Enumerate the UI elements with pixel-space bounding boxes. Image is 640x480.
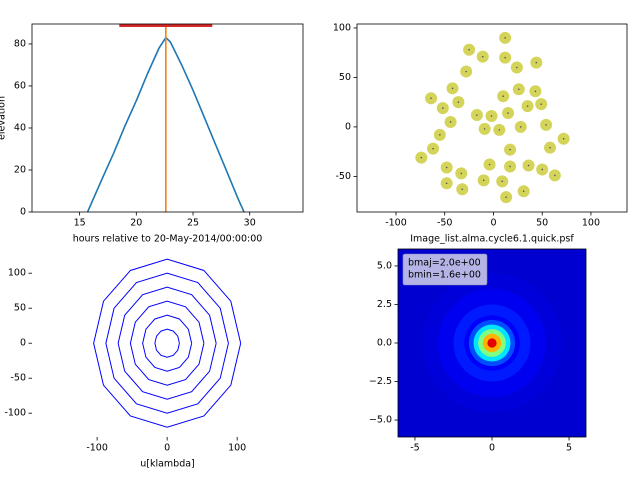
x-tick-label: 5 [566, 443, 572, 454]
marker-center [482, 179, 485, 182]
marker-center [483, 128, 486, 130]
marker-center [465, 70, 467, 73]
marker-center [509, 165, 511, 168]
line [93, 258, 242, 428]
y-tick-label: 100 [333, 22, 351, 33]
marker-center [441, 107, 444, 109]
marker-center [481, 55, 484, 58]
y-tick-label: −2.5 [369, 376, 392, 387]
marker-center [526, 105, 529, 107]
y-tick-label: −5.0 [369, 415, 392, 426]
annotation: bmin=1.6e+00 [408, 270, 481, 281]
marker-center [490, 115, 493, 117]
line [142, 314, 193, 372]
y-tick-label: -50 [335, 171, 351, 182]
marker-center [460, 172, 463, 175]
x-tick-label: 25 [187, 218, 199, 229]
plot-area [415, 31, 570, 204]
marker-center [432, 147, 434, 150]
x-tick-label: 50 [536, 218, 548, 229]
marker-center [504, 37, 506, 39]
y-axis-label: elevation [0, 96, 8, 140]
marker-center [541, 168, 543, 171]
x-axis-label: u[klambda] [140, 459, 195, 470]
x-tick-label: 100 [228, 443, 246, 454]
marker-center [534, 90, 537, 93]
line [154, 328, 180, 358]
marker-center [445, 166, 448, 169]
line [86, 36, 245, 212]
marker-center [498, 129, 501, 131]
marker-center [522, 190, 525, 193]
line [117, 286, 217, 400]
marker-center [518, 88, 520, 91]
y-tick-label: 20 [14, 164, 26, 175]
marker-center [540, 103, 543, 105]
marker-center [461, 188, 464, 191]
marker-center [562, 137, 565, 140]
marker-center [507, 112, 509, 114]
annotation-box [402, 253, 488, 286]
marker-center [457, 101, 460, 103]
marker-center [488, 163, 491, 166]
y-tick-label: 0 [345, 121, 351, 132]
x-axis-label: Image_list.alma.cycle6.1.quick.psf [410, 234, 574, 245]
y-tick-label: 80 [14, 38, 26, 49]
line [105, 272, 229, 414]
y-tick-label: 40 [14, 122, 26, 133]
x-tick-label: -5 [410, 443, 419, 454]
y-tick-label: 5.0 [377, 260, 392, 271]
x-tick-label: 0 [164, 443, 170, 454]
marker-center [504, 56, 506, 59]
marker-center [509, 148, 511, 151]
y-tick-label: 50 [339, 72, 351, 83]
y-tick-label: 60 [14, 80, 26, 91]
marker-center [439, 134, 441, 136]
frame [356, 23, 628, 213]
marker-center [505, 196, 507, 198]
marker-center [545, 124, 547, 126]
marker-center [468, 48, 470, 51]
marker-center [449, 121, 452, 123]
x-tick-label: 0 [489, 443, 495, 454]
marker-center [420, 156, 423, 159]
y-tick-label: 50 [14, 303, 26, 314]
marker-center [554, 174, 556, 177]
y-tick-label: 0.0 [377, 338, 392, 349]
marker-center [535, 61, 538, 64]
y-tick-label: 0 [20, 207, 26, 218]
x-tick-label: 30 [244, 218, 256, 229]
annotation: bmaj=2.0e+00 [408, 258, 481, 269]
y-tick-label: 2.5 [377, 299, 392, 310]
frame [31, 23, 304, 213]
x-tick-label: 15 [74, 218, 86, 229]
marker-center [501, 180, 504, 183]
psf-ring [487, 338, 497, 348]
marker-center [502, 95, 505, 98]
marker-center [430, 97, 432, 100]
y-tick-label: 0 [20, 338, 26, 349]
marker-center [527, 164, 530, 167]
plot-area [398, 249, 586, 437]
x-tick-label: 20 [130, 218, 142, 229]
x-tick-label: -100 [385, 218, 407, 229]
marker-center [451, 87, 454, 90]
marker-center [476, 114, 478, 116]
marker-center [519, 126, 522, 128]
plot-area [86, 24, 245, 212]
marker-center [549, 146, 551, 149]
y-tick-label: -100 [4, 408, 26, 419]
plot-area [93, 258, 242, 428]
marker-center [516, 66, 518, 69]
y-tick-label: 100 [8, 268, 26, 279]
x-tick-label: 0 [490, 218, 496, 229]
y-tick-label: -50 [10, 373, 26, 384]
x-tick-label: -100 [86, 443, 108, 454]
x-tick-label: 100 [582, 218, 600, 229]
line [129, 300, 205, 386]
x-tick-label: -50 [437, 218, 453, 229]
x-axis-label: hours relative to 20-May-2014/00:00:00 [73, 234, 263, 245]
marker-center [445, 182, 448, 185]
